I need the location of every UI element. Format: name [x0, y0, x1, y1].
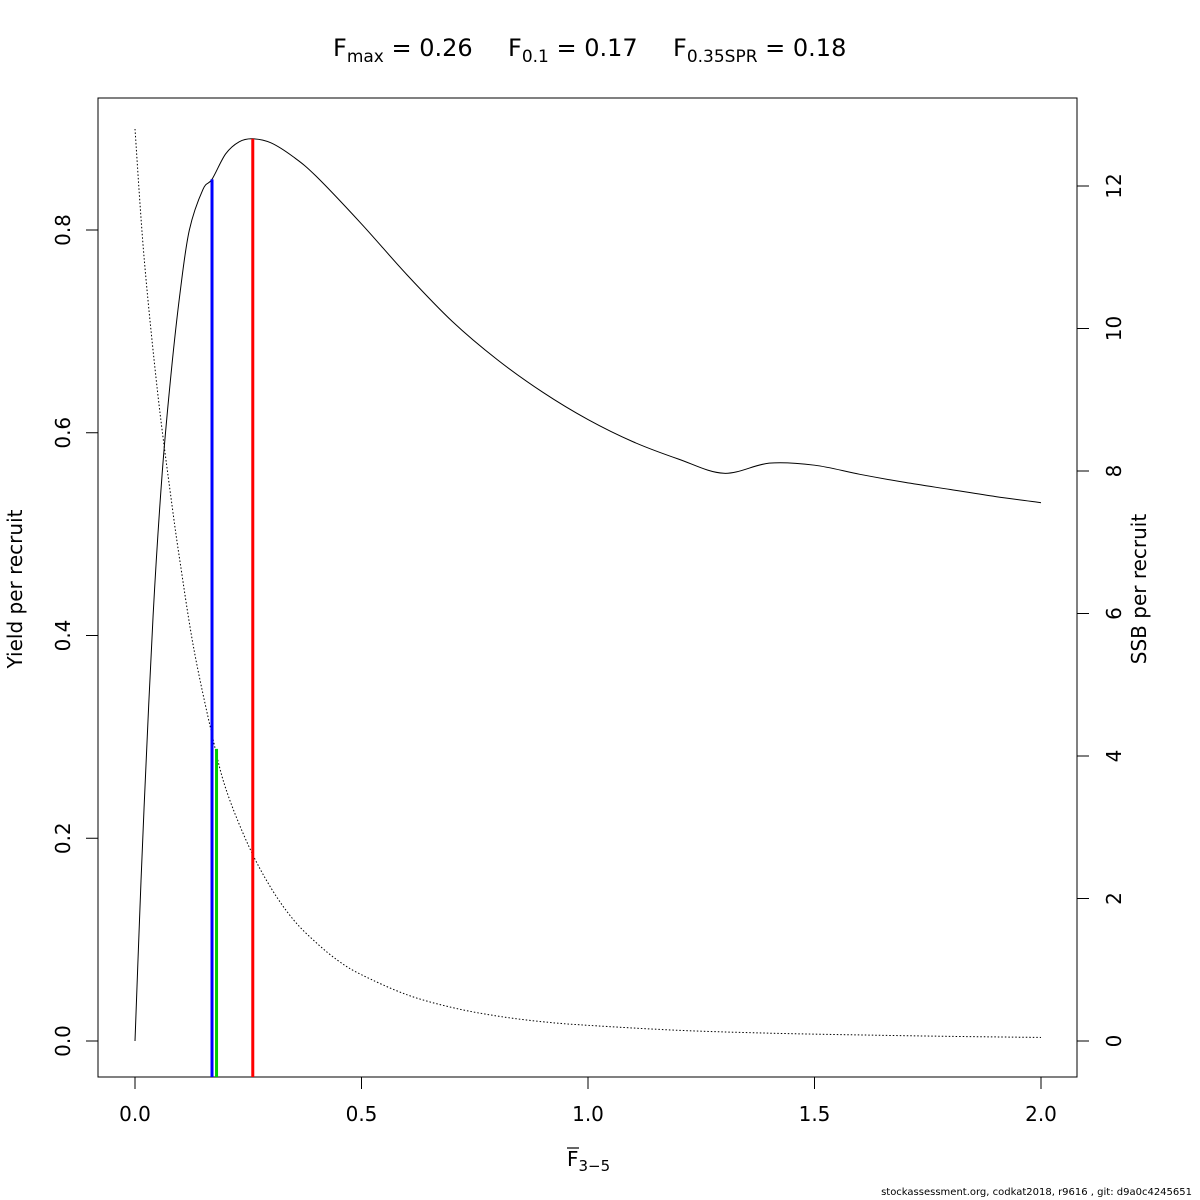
ssb-per-recruit-line	[134, 128, 1042, 1038]
title-part-2: F0.35SPR = 0.18	[673, 34, 846, 67]
y-left-tick-label: 0.6	[51, 417, 75, 449]
y-right-tick-label: 0	[1102, 1035, 1126, 1048]
y-right-tick-label: 10	[1102, 316, 1126, 341]
y-left-tick-label: 0.8	[51, 214, 75, 246]
y-axis-right: 0 2 4 6 8 10 12	[1076, 173, 1126, 1048]
chart-title: Fmax = 0.26 F0.1 = 0.17 F0.35SPR = 0.18	[333, 34, 846, 67]
y-right-tick-label: 12	[1102, 173, 1126, 198]
y-right-tick-label: 2	[1102, 892, 1126, 905]
y-axis-left: 0.0 0.2 0.4 0.6 0.8	[51, 214, 99, 1057]
y-axis-right-label: SSB per recruit	[1127, 514, 1151, 665]
plot-frame	[97, 97, 1078, 1078]
yield-per-recruit-line	[134, 138, 1042, 1042]
y-left-tick-label: 0.2	[51, 822, 75, 854]
footer-credit: stockassessment.org, codkat2018, r9616 ,…	[881, 1187, 1192, 1198]
title-part-1: F0.1 = 0.17	[508, 34, 638, 67]
series-group	[134, 128, 1042, 1042]
y-right-tick-label: 6	[1102, 607, 1126, 620]
x-axis-label-text: F3−5	[567, 1147, 610, 1175]
x-axis: 0.0 0.5 1.0 1.5 2.0	[119, 1076, 1057, 1126]
y-right-tick-label: 8	[1102, 465, 1126, 478]
y-axis-left-label: Yield per recruit	[3, 509, 27, 669]
title-part-0: Fmax = 0.26	[333, 34, 473, 67]
x-tick-label: 0.0	[119, 1102, 151, 1126]
x-tick-label: 1.0	[572, 1102, 604, 1126]
x-axis-label: F3−5	[567, 1147, 610, 1175]
reference-lines	[210, 138, 255, 1077]
y-right-tick-label: 4	[1102, 750, 1126, 763]
y-left-tick-label: 0.0	[51, 1025, 75, 1057]
x-tick-label: 2.0	[1025, 1102, 1057, 1126]
x-tick-label: 1.5	[799, 1102, 831, 1126]
y-left-tick-label: 0.4	[51, 620, 75, 652]
x-tick-label: 0.5	[346, 1102, 378, 1126]
